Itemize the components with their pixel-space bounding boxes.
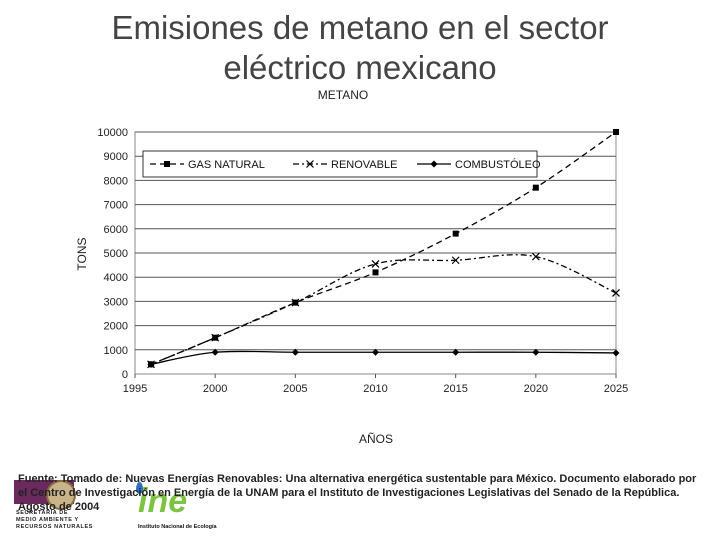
data-point (451, 256, 460, 265)
data-point (372, 269, 379, 276)
data-point (531, 252, 540, 261)
data-point (612, 349, 620, 357)
legend-label: GAS NATURAL (188, 159, 265, 171)
x-axis-title: AÑOS (359, 432, 393, 446)
y-tick-label: 8000 (104, 175, 128, 187)
data-point (452, 348, 460, 356)
y-tick-label: 7000 (104, 200, 128, 212)
data-point (372, 348, 379, 356)
series-2 (147, 348, 620, 368)
y-tick-label: 4000 (104, 272, 128, 284)
chart-title: METANO (318, 88, 368, 102)
data-point (211, 348, 219, 356)
data-point (211, 333, 220, 342)
y-tick-label: 3000 (104, 296, 128, 308)
legend-label: RENOVABLE (331, 159, 397, 171)
x-tick-label: 1995 (123, 383, 147, 395)
x-axis-ticks: 1995 2000 2005 2010 2015 2020 2025 (123, 374, 628, 395)
source-note: Fuente: Tomado de: Nuevas Energías Renov… (18, 473, 697, 513)
x-tick-label: 2020 (524, 383, 548, 395)
data-point (371, 259, 380, 268)
x-tick-label: 2010 (363, 383, 387, 395)
ine-dot-icon (136, 482, 143, 494)
series-1 (147, 252, 620, 369)
slide-title: Emisiones de metano en el sector eléctri… (0, 8, 720, 88)
legend: GAS NATURAL RENOVABLE COMBUSTÓLEO (142, 150, 541, 178)
y-tick-label: 5000 (104, 248, 128, 260)
ine-logo: ine Instituto Nacional de Ecología (132, 482, 222, 538)
y-axis-title: TONS (75, 237, 89, 270)
y-tick-label: 9000 (104, 151, 128, 163)
ine-caption: Instituto Nacional de Ecología (138, 524, 217, 530)
series-lines (147, 129, 620, 369)
legend-marker (306, 160, 314, 168)
semarnat-text: SECRETARÍA DE MEDIO AMBIENTE Y RECURSOS NA… (16, 510, 94, 530)
data-point (452, 230, 459, 237)
x-tick-label: 2015 (443, 383, 467, 395)
y-tick-label: 1000 (104, 345, 128, 357)
data-point (291, 298, 300, 307)
data-point (532, 348, 540, 356)
data-point (291, 348, 299, 356)
legend-marker (164, 161, 170, 167)
mexico-seal-icon (46, 480, 76, 510)
x-tick-label: 2025 (604, 383, 628, 395)
semarnat-logo: SECRETARÍA DE MEDIO AMBIENTE Y RECURSOS NA… (12, 478, 100, 536)
data-point (532, 184, 539, 191)
y-tick-label: 6000 (104, 224, 128, 236)
x-tick-label: 2005 (283, 383, 307, 395)
slide-title-line1: Emisiones de metano en el sector (111, 9, 609, 46)
data-point (612, 289, 620, 297)
data-point (147, 360, 155, 368)
legend-box (142, 150, 538, 178)
slide-title-line2: eléctrico mexicano (223, 49, 497, 86)
y-axis-ticks: 0 1000 2000 3000 4000 5000 6000 7000 8000 9000 100… (97, 127, 128, 381)
y-tick-label: 0 (122, 369, 128, 381)
legend-marker (430, 160, 438, 168)
data-point (613, 129, 619, 135)
y-tick-label: 2000 (104, 321, 128, 333)
y-tick-label: 10000 (97, 127, 128, 139)
x-tick-label: 2000 (203, 383, 227, 395)
legend-label: COMBUSTÓLEO (455, 158, 541, 171)
ine-letters: ine (138, 482, 188, 520)
